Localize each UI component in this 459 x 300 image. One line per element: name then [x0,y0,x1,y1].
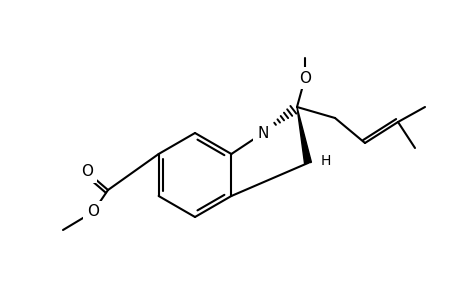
Text: O: O [81,164,93,179]
Text: O: O [298,70,310,86]
Polygon shape [297,107,311,164]
Text: O: O [87,205,99,220]
Text: N: N [257,125,268,140]
Text: H: H [320,154,330,168]
